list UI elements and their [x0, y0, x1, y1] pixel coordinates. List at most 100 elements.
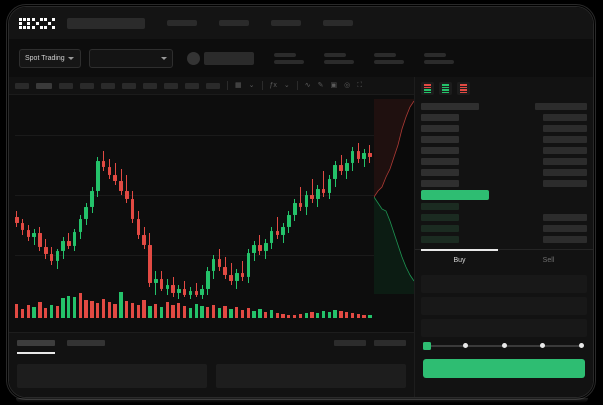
camera-icon[interactable]: ▣ [330, 82, 338, 89]
volume-bar [148, 306, 152, 318]
candle-body [333, 165, 338, 179]
orderbook-row-ask[interactable] [421, 112, 587, 123]
timeframe-button-10[interactable] [206, 82, 220, 89]
submit-order-button[interactable] [423, 359, 585, 378]
orderbook-row-ask[interactable] [421, 178, 587, 189]
candle-body [113, 175, 117, 181]
slider-handle[interactable] [423, 341, 431, 350]
candle-wick [126, 175, 128, 203]
timeframe-button-7[interactable] [143, 82, 157, 89]
candlestick-icon[interactable]: ▦ [235, 82, 242, 89]
volume-bar [49, 305, 54, 318]
nav-item-2[interactable] [219, 20, 249, 26]
orders-action-2[interactable] [374, 340, 406, 346]
order-total-field[interactable] [421, 319, 587, 337]
candle-body [32, 233, 36, 237]
orderbook-row-ask[interactable] [421, 156, 587, 167]
volume-bar [362, 315, 366, 318]
orderbook-row-ask[interactable] [421, 101, 587, 112]
orderbook-layout-both-glyph [424, 84, 431, 93]
orderbook-price [421, 114, 459, 121]
timeframe-button-8[interactable] [164, 82, 178, 89]
tab-order-history[interactable] [67, 340, 105, 346]
timeframe-button-3[interactable] [59, 82, 73, 89]
price-chart[interactable] [9, 95, 415, 332]
timeframe-button-6[interactable] [122, 82, 136, 89]
tab-buy[interactable]: Buy [415, 249, 504, 271]
timeframe-button-2[interactable] [36, 82, 52, 89]
depth-chart-overlay [373, 99, 415, 294]
nav-item-3[interactable] [271, 20, 301, 26]
okx-logo-icon[interactable] [19, 17, 55, 29]
orderbook-row-ask[interactable] [421, 167, 587, 178]
orderbook-row-bid[interactable] [421, 201, 587, 212]
candle-body [171, 285, 175, 293]
candle-body [177, 289, 181, 293]
market-stat-value [324, 59, 354, 64]
orderbook-row-bid[interactable] [421, 212, 587, 223]
volume-bar [350, 313, 355, 318]
orderbook[interactable] [415, 101, 593, 247]
slider-tick-100[interactable] [578, 342, 584, 348]
trading-mode-selector[interactable]: Spot Trading [19, 48, 81, 68]
fullscreen-icon[interactable]: ⛶ [357, 82, 363, 89]
active-tab-underline [17, 352, 55, 354]
orderbook-row-bid[interactable] [421, 223, 587, 234]
slider-tick-25[interactable] [463, 342, 468, 348]
orderbook-layout-asks-icon[interactable] [457, 82, 470, 95]
candle-body [107, 167, 112, 175]
top-header [9, 7, 593, 39]
orderbook-price [421, 136, 459, 143]
candle-body [61, 241, 65, 251]
candle-body [316, 189, 320, 199]
nav-item-4[interactable] [323, 20, 353, 26]
orderbook-row-bid[interactable] [421, 234, 587, 245]
candle-wick [114, 163, 116, 185]
tab-open-orders[interactable] [17, 340, 55, 346]
chevron-down-icon[interactable]: ⌄ [283, 82, 290, 89]
orderbook-row-ask[interactable] [421, 134, 587, 145]
candle-body [148, 245, 152, 283]
chevron-down-icon[interactable]: ⌄ [248, 82, 255, 89]
market-stat-2 [324, 52, 354, 64]
pencil-icon[interactable]: ✎ [317, 82, 324, 89]
order-amount-field[interactable] [421, 297, 587, 315]
search-input[interactable] [67, 17, 145, 29]
trading-mode-label: Spot Trading [25, 54, 65, 62]
timeframe-button-4[interactable] [80, 82, 94, 89]
volume-bar [321, 311, 326, 318]
slider-tick-50[interactable] [501, 342, 507, 348]
tab-sell[interactable]: Sell [542, 257, 555, 264]
line-tool-icon[interactable]: ∿ [304, 82, 311, 89]
orderbook-price [421, 236, 459, 243]
orderbook-size [543, 214, 587, 221]
slider-tick-75[interactable] [540, 342, 545, 348]
orderbook-row-ask[interactable] [421, 145, 587, 156]
orderbook-layout-bids-icon[interactable] [439, 82, 452, 95]
order-price-field[interactable] [421, 275, 587, 293]
timeframe-button-5[interactable] [101, 82, 115, 89]
timeframe-button-1[interactable] [15, 82, 29, 89]
candle-body [200, 289, 204, 295]
buy-sell-tabs: Buy Sell [415, 249, 593, 271]
orderbook-layout-both-icon[interactable] [421, 82, 434, 95]
indicator-icon[interactable]: ƒx [269, 82, 277, 89]
orderbook-size [543, 236, 587, 243]
settings-icon[interactable]: ◎ [344, 82, 351, 89]
amount-slider[interactable] [423, 341, 585, 351]
orderbook-row-ask[interactable] [421, 123, 587, 134]
orders-action-1[interactable] [334, 340, 366, 346]
candle-body [298, 203, 303, 207]
volume-bar [32, 307, 36, 318]
orderbook-size [543, 158, 587, 165]
candle-body [275, 231, 280, 235]
timeframe-button-9[interactable] [185, 82, 199, 89]
trading-pair-select[interactable] [89, 48, 173, 68]
candle-body [159, 279, 164, 289]
candle-body [281, 227, 285, 235]
volume-bar [275, 313, 279, 318]
volume-bar [333, 310, 337, 318]
orderbook-size [543, 180, 587, 187]
market-stat-value [274, 59, 304, 64]
nav-item-1[interactable] [167, 20, 197, 26]
